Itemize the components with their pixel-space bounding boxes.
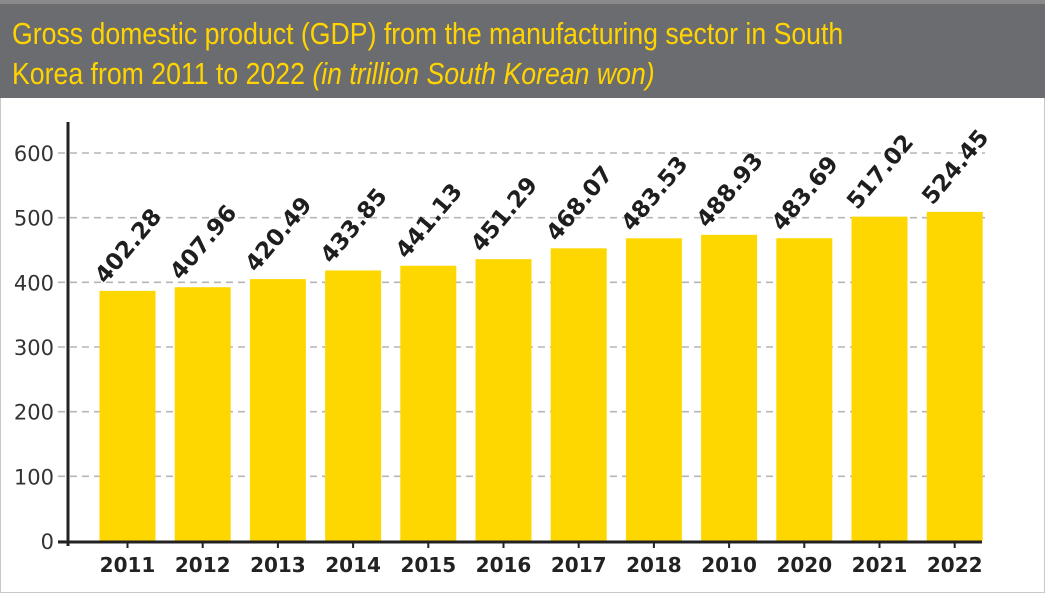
bar-2013 [249,279,306,541]
x-tick-label: 2011 [100,553,156,577]
data-label: 524.45 [917,125,994,210]
data-label: 441.13 [391,179,468,264]
data-label: 488.93 [692,148,769,233]
x-tick-label: 2013 [250,553,306,577]
axes: 0 100 200 300 400 500 600 2011 2012 2013 2014 2015 2… [14,122,983,577]
chart-title-line2: Korea from 2011 to 2022 (in trillion Sou… [12,54,889,94]
bar-2022 [926,211,983,542]
y-tick-label: 100 [14,465,54,489]
x-tick-label: 2014 [325,553,381,577]
y-tick-label: 400 [14,271,54,295]
x-tick-label: 2021 [852,553,908,577]
bar-2010 [701,234,758,542]
y-tick-label: 300 [14,336,54,360]
data-label: 433.85 [316,184,393,269]
x-tick-label: 2015 [400,553,456,577]
bars [99,211,983,542]
data-label: 451.29 [466,172,543,257]
bar-2021 [851,216,908,541]
chart-title: Gross domestic product (GDP) from the ma… [12,14,889,94]
data-label: 517.02 [842,130,919,215]
bar-2014 [325,270,382,541]
x-tick-label: 2022 [927,553,983,577]
data-label: 420.49 [241,192,318,277]
bar-2011 [99,290,156,541]
y-tick-label: 0 [41,530,54,554]
data-label: 407.96 [165,200,242,285]
x-tick-label: 2010 [701,553,757,577]
data-label: 483.53 [617,151,694,236]
bar-2012 [174,287,231,541]
bar-2016 [475,259,532,541]
data-label: 402.28 [90,204,167,289]
x-tick-label: 2012 [175,553,231,577]
x-tick-label: 2016 [476,553,532,577]
bar-2017 [550,248,607,541]
data-label: 468.07 [541,161,618,246]
bar-2015 [400,265,457,541]
chart-header: Gross domestic product (GDP) from the ma… [0,0,1045,98]
x-tick-label: 2018 [626,553,682,577]
y-tick-label: 600 [14,142,54,166]
x-tick-label: 2017 [551,553,607,577]
chart-title-line2-text: Korea from 2011 to 2022 [12,56,313,91]
y-tick-label: 200 [14,401,54,425]
chart-title-unit: (in trillion South Korean won) [312,56,655,91]
y-tick-label: 500 [14,207,54,231]
bar-2018 [625,238,682,541]
x-tick-label: 2020 [776,553,832,577]
data-label: 483.69 [767,151,844,236]
chart-title-line1: Gross domestic product (GDP) from the ma… [12,16,844,51]
bar-2020 [776,238,833,541]
